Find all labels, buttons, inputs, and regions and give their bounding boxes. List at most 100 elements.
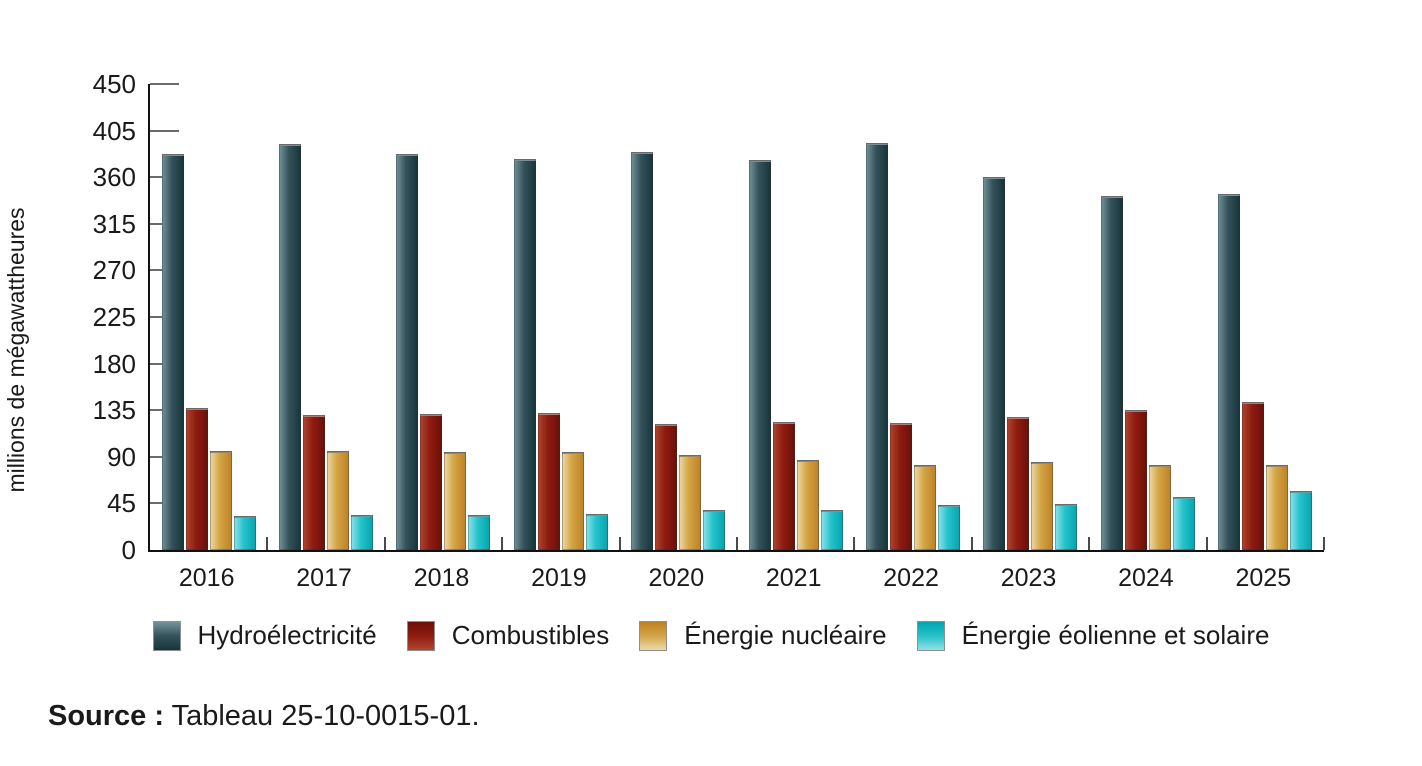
legend-item: Énergie éolienne et solaire: [916, 620, 1270, 651]
bar: [1172, 497, 1195, 550]
legend-label: Énergie nucléaire: [684, 620, 887, 650]
x-tick-label: 2024: [1118, 564, 1174, 592]
x-tick-label: 2023: [1000, 564, 1057, 592]
y-tick-label: 450: [92, 69, 136, 99]
bar-group: [267, 84, 384, 550]
bar: [396, 154, 419, 550]
bar: [351, 514, 374, 550]
y-tick-label: 270: [92, 255, 136, 286]
bar: [585, 513, 608, 550]
bar: [161, 154, 184, 550]
bar: [468, 514, 491, 550]
bar-group: [502, 84, 619, 550]
bar-group: [972, 84, 1089, 550]
bar: [748, 159, 771, 550]
legend-item: Hydroélectricité: [152, 620, 377, 651]
bar: [537, 413, 560, 550]
bar: [233, 515, 256, 550]
bar: [679, 454, 702, 550]
y-tick-label: 0: [121, 535, 136, 565]
bar: [796, 459, 819, 550]
y-tick-label: 45: [107, 488, 136, 519]
bar-group: [150, 84, 267, 550]
bar: [444, 451, 467, 550]
x-tick: [266, 537, 269, 550]
bar-group: [620, 84, 737, 550]
y-tick-label: 135: [92, 395, 136, 426]
x-tick: [970, 537, 973, 550]
bar: [1290, 490, 1313, 550]
bar: [631, 152, 654, 550]
x-tick-label: 2017: [296, 564, 352, 592]
legend-swatch: [406, 620, 435, 651]
bar-group: [1207, 84, 1324, 550]
x-tick: [1323, 537, 1325, 550]
bar: [185, 408, 208, 550]
legend-item: Combustibles: [406, 620, 610, 651]
bar: [938, 505, 961, 550]
bar: [1100, 195, 1123, 550]
x-tick: [1088, 537, 1091, 550]
bar-group: [1089, 84, 1206, 550]
x-tick-label: 2018: [413, 564, 470, 592]
y-tick-label: 360: [92, 162, 136, 193]
y-tick: [150, 83, 179, 85]
source-text: Tableau 25-10-0015-01.: [171, 700, 480, 732]
x-tick: [1205, 537, 1208, 550]
bar: [1242, 401, 1265, 550]
y-tick-label: 90: [107, 441, 136, 472]
y-tick: [150, 129, 179, 132]
y-tick-label: 180: [92, 348, 136, 379]
bar: [561, 451, 584, 550]
bar-group: [737, 84, 854, 550]
bar: [1055, 504, 1078, 550]
x-tick-label: 2016: [178, 564, 235, 592]
x-tick-label: 2021: [765, 564, 822, 592]
x-tick-label: 2022: [883, 564, 939, 592]
x-tick: [501, 537, 504, 550]
source-label: Source :: [48, 700, 165, 732]
plot-area: [148, 83, 1325, 552]
x-axis-labels: 2016 2017 2018 2019 2020 2021 2022 2023 2024 2025: [148, 566, 1322, 596]
x-tick-label: 2020: [648, 564, 705, 592]
y-axis-labels: 0 45 90 135 180 225 270 315 360 405 450: [66, 0, 136, 766]
y-tick-label: 225: [92, 302, 136, 332]
bar: [772, 421, 795, 550]
legend-swatch: [152, 620, 181, 651]
x-tick: [736, 537, 738, 550]
bar: [820, 509, 843, 550]
legend-label: Énergie éolienne et solaire: [961, 620, 1270, 650]
y-tick-label: 315: [92, 208, 136, 239]
bar: [513, 158, 536, 550]
x-tick: [383, 537, 386, 550]
bar-group: [385, 84, 502, 550]
x-tick-label: 2019: [531, 564, 587, 592]
legend-swatch: [916, 620, 945, 651]
legend-label: Hydroélectricité: [197, 620, 377, 650]
x-tick: [618, 537, 621, 550]
bar: [420, 414, 443, 550]
x-tick-label: 2025: [1235, 564, 1292, 592]
bar: [655, 423, 678, 550]
bar: [1007, 417, 1030, 550]
legend-label: Combustibles: [451, 620, 610, 650]
bar: [866, 143, 889, 550]
bar: [983, 177, 1006, 550]
bar-group: [854, 84, 971, 550]
bar: [1266, 465, 1289, 550]
bar: [209, 450, 232, 550]
bar: [703, 509, 726, 550]
legend: Hydroélectricité Combustibles Énergie nucl…: [0, 620, 1422, 651]
bar: [1218, 193, 1241, 550]
legend-swatch: [639, 620, 668, 651]
x-tick: [853, 537, 856, 550]
y-tick-label: 405: [92, 115, 136, 146]
legend-item: Énergie nucléaire: [639, 620, 887, 651]
bar: [1124, 410, 1147, 550]
bar: [914, 465, 937, 550]
bar: [327, 450, 350, 550]
bar: [1031, 461, 1054, 550]
bar: [279, 144, 302, 550]
bar: [890, 422, 913, 550]
